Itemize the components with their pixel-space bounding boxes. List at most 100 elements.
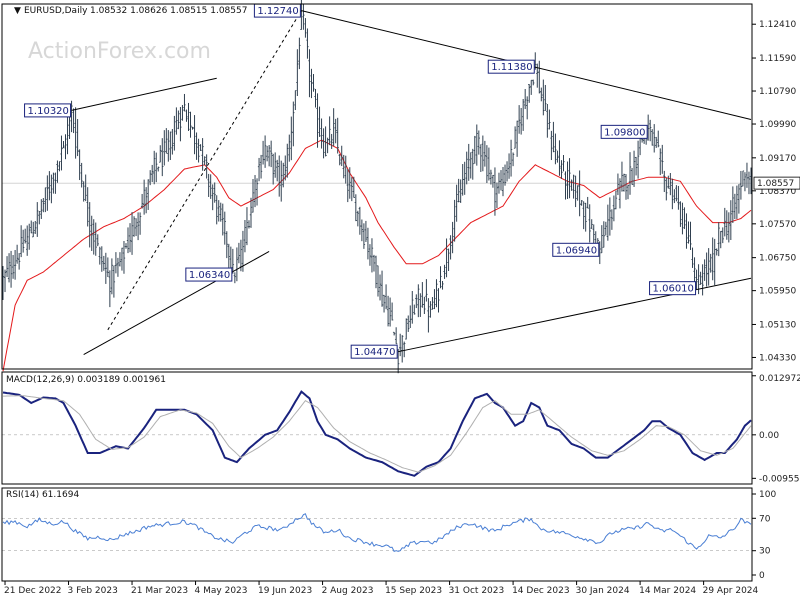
price-bar — [721, 227, 724, 244]
price-bar — [286, 143, 289, 178]
price-bar — [199, 144, 202, 151]
date-tick-label: 14 Dec 2023 — [512, 586, 570, 596]
price-bar — [64, 134, 67, 160]
price-bar — [201, 138, 204, 171]
price-bar — [614, 190, 618, 210]
price-bar — [334, 118, 337, 144]
price-bar — [523, 88, 527, 110]
price-bar — [741, 170, 745, 187]
price-bar — [245, 207, 249, 246]
price-bar — [257, 157, 261, 182]
price-bar — [427, 298, 430, 333]
price-tick-label: 1.05950 — [759, 287, 796, 297]
annotation-text: 1.06010 — [653, 284, 694, 295]
price-bar — [320, 118, 323, 149]
price-bar — [392, 331, 396, 336]
price-bar — [185, 109, 188, 122]
annotation-text: 1.06940 — [556, 245, 597, 256]
price-bar — [271, 153, 275, 185]
price-bar — [691, 247, 694, 268]
price-bar — [590, 219, 593, 229]
price-bar — [72, 108, 75, 134]
price-bar — [146, 179, 150, 210]
price-bar — [491, 174, 495, 188]
price-bar — [140, 193, 144, 209]
price-bar — [380, 270, 384, 307]
price-bar — [620, 161, 624, 192]
price-bar — [21, 229, 25, 253]
price-bar — [610, 209, 614, 230]
price-bar — [469, 152, 472, 179]
price-tick-label: 1.06750 — [759, 254, 796, 264]
price-bar — [509, 139, 513, 177]
price-bar — [197, 138, 200, 163]
price-bar — [584, 202, 587, 232]
price-bar — [112, 265, 116, 298]
price-bar — [640, 138, 644, 143]
price-bar — [600, 225, 603, 254]
price-bar — [308, 49, 311, 98]
price-bar — [74, 107, 77, 159]
price-bar — [193, 115, 196, 155]
price-bar — [401, 335, 404, 363]
price-bar — [284, 155, 287, 181]
price-bar — [481, 135, 485, 172]
price-bar — [711, 237, 714, 281]
price-tick-label: 1.08370 — [759, 187, 796, 197]
price-bar — [731, 186, 735, 223]
price-bar — [626, 184, 630, 200]
price-bar — [44, 187, 47, 213]
price-bar — [310, 68, 313, 99]
price-bar — [429, 301, 432, 318]
price-bar — [390, 302, 394, 321]
price-bar — [276, 159, 279, 182]
price-bar — [207, 173, 210, 197]
macd-main-line — [2, 390, 752, 477]
date-tick-label: 21 Dec 2022 — [4, 586, 62, 596]
price-bar — [175, 107, 178, 135]
price-bar — [505, 161, 509, 182]
annotation-text: 1.10320 — [28, 106, 69, 117]
price-bar — [540, 87, 543, 102]
price-bar — [425, 279, 428, 302]
price-bar — [80, 162, 83, 188]
price-bar — [11, 255, 15, 279]
price-bar — [366, 227, 370, 260]
price-bar — [413, 304, 416, 315]
price-bar — [302, 4, 305, 30]
price-bar — [546, 103, 549, 138]
price-bar — [467, 143, 470, 181]
price-bar — [280, 160, 283, 202]
price-bar — [336, 117, 339, 154]
annotation-text: 1.09800 — [604, 127, 645, 138]
price-bar — [423, 296, 426, 315]
price-bar — [455, 184, 458, 222]
annotation-text: 1.11380 — [491, 62, 532, 73]
price-bar — [739, 170, 743, 200]
price-bar — [407, 315, 410, 332]
price-bar — [602, 221, 606, 248]
price-bar — [342, 154, 345, 179]
price-bar — [332, 108, 335, 147]
price-bar — [151, 164, 154, 183]
annotation-box — [649, 281, 697, 296]
price-bar — [364, 220, 368, 242]
price-bar — [733, 193, 737, 220]
price-annotation: 1.09800 — [600, 124, 648, 139]
price-bar — [124, 243, 128, 249]
price-bar — [36, 202, 39, 237]
price-bar — [46, 175, 49, 211]
price-bar — [570, 179, 573, 191]
price-bar — [116, 257, 120, 277]
price-bar — [475, 124, 478, 166]
price-bar — [346, 169, 349, 203]
price-bar — [159, 145, 162, 163]
price-bar — [350, 177, 353, 202]
panel-frame — [1, 371, 753, 485]
price-bar — [695, 269, 698, 290]
price-bar — [312, 74, 315, 92]
price-bar — [743, 172, 747, 192]
annotation-text: 1.12740 — [257, 6, 298, 17]
price-bar — [138, 212, 142, 235]
